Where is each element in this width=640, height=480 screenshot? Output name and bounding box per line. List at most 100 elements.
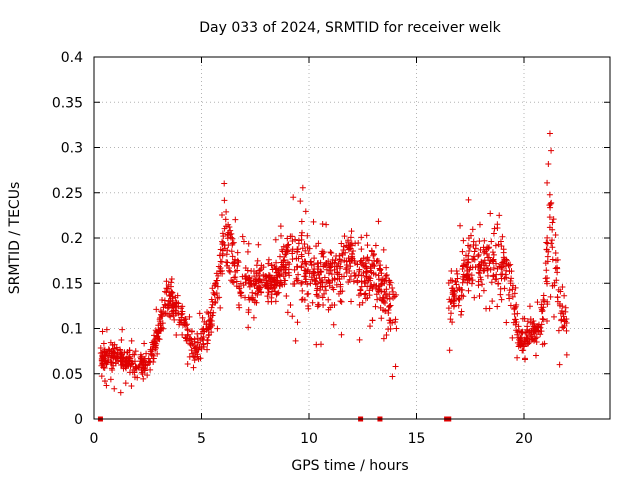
data-point — [100, 340, 107, 347]
data-point — [221, 197, 228, 204]
data-point — [101, 365, 108, 372]
data-point — [517, 342, 524, 349]
data-point — [228, 277, 235, 284]
data-point — [244, 248, 251, 255]
data-point — [351, 270, 358, 277]
data-point — [174, 292, 181, 299]
data-point — [302, 278, 309, 285]
data-point — [517, 335, 524, 342]
data-point — [169, 295, 176, 302]
data-point — [205, 332, 212, 339]
data-point — [250, 314, 257, 321]
data-point — [489, 249, 496, 256]
data-point — [188, 347, 195, 354]
data-point — [168, 276, 175, 283]
data-point — [219, 270, 226, 277]
data-point — [240, 238, 247, 245]
data-point — [273, 259, 280, 266]
data-point — [350, 248, 357, 255]
data-point — [265, 298, 272, 305]
data-point — [527, 331, 534, 338]
data-point — [543, 239, 550, 246]
data-point — [281, 281, 288, 288]
data-point — [539, 315, 546, 322]
data-point — [282, 277, 289, 284]
data-point — [254, 291, 261, 298]
data-point — [310, 218, 317, 225]
data-point — [275, 266, 282, 273]
data-point — [392, 316, 399, 323]
data-point — [546, 224, 553, 231]
data-point — [563, 327, 570, 334]
data-point — [363, 232, 370, 239]
data-point — [98, 373, 105, 380]
data-point — [289, 256, 296, 263]
data-point — [465, 271, 472, 278]
data-point — [327, 267, 334, 274]
data-point — [292, 337, 299, 344]
data-point — [445, 305, 452, 312]
data-point — [177, 319, 184, 326]
data-point — [554, 256, 561, 263]
data-point — [190, 364, 197, 371]
data-point — [167, 298, 174, 305]
data-point — [118, 337, 125, 344]
data-point — [218, 211, 225, 218]
data-point — [488, 238, 495, 245]
data-point — [503, 257, 510, 264]
data-point — [459, 279, 466, 286]
data-point — [322, 287, 329, 294]
data-point — [497, 285, 504, 292]
data-point — [338, 298, 345, 305]
data-point — [233, 278, 240, 285]
data-point — [309, 299, 316, 306]
data-point — [503, 274, 510, 281]
data-point — [108, 365, 115, 372]
data-point — [339, 252, 346, 259]
data-point — [345, 279, 352, 286]
data-point — [299, 287, 306, 294]
data-point — [184, 360, 191, 367]
y-tick-label: 0.35 — [52, 95, 83, 111]
data-point — [555, 327, 562, 334]
data-point — [321, 274, 328, 281]
data-point — [549, 256, 556, 263]
data-point — [364, 256, 371, 263]
data-point — [244, 267, 251, 274]
data-point — [205, 310, 212, 317]
data-point — [506, 268, 513, 275]
data-point — [512, 316, 519, 323]
data-point — [199, 314, 206, 321]
data-point — [239, 233, 246, 240]
data-point — [358, 283, 365, 290]
data-point — [544, 275, 551, 282]
data-point — [478, 262, 485, 269]
data-point — [289, 248, 296, 255]
data-point — [502, 263, 509, 270]
y-axis-label: SRMTID / TECUs — [7, 182, 23, 295]
data-point — [557, 302, 564, 309]
data-point — [184, 326, 191, 333]
data-point — [465, 196, 472, 203]
data-point — [484, 244, 491, 251]
data-point — [384, 293, 391, 300]
data-point — [487, 210, 494, 217]
data-point — [347, 257, 354, 264]
data-point — [352, 240, 359, 247]
data-point — [312, 278, 319, 285]
data-point — [268, 261, 275, 268]
data-point — [326, 282, 333, 289]
data-point — [387, 302, 394, 309]
data-point — [294, 319, 301, 326]
data-point — [519, 330, 526, 337]
data-point — [547, 200, 554, 207]
data-point — [285, 269, 292, 276]
data-point — [215, 272, 222, 279]
data-point — [123, 362, 130, 369]
data-point — [480, 287, 487, 294]
y-tick-label: 0.15 — [52, 276, 83, 292]
data-point — [117, 355, 124, 362]
data-point — [161, 297, 168, 304]
data-point — [118, 350, 125, 357]
data-point — [496, 212, 503, 219]
